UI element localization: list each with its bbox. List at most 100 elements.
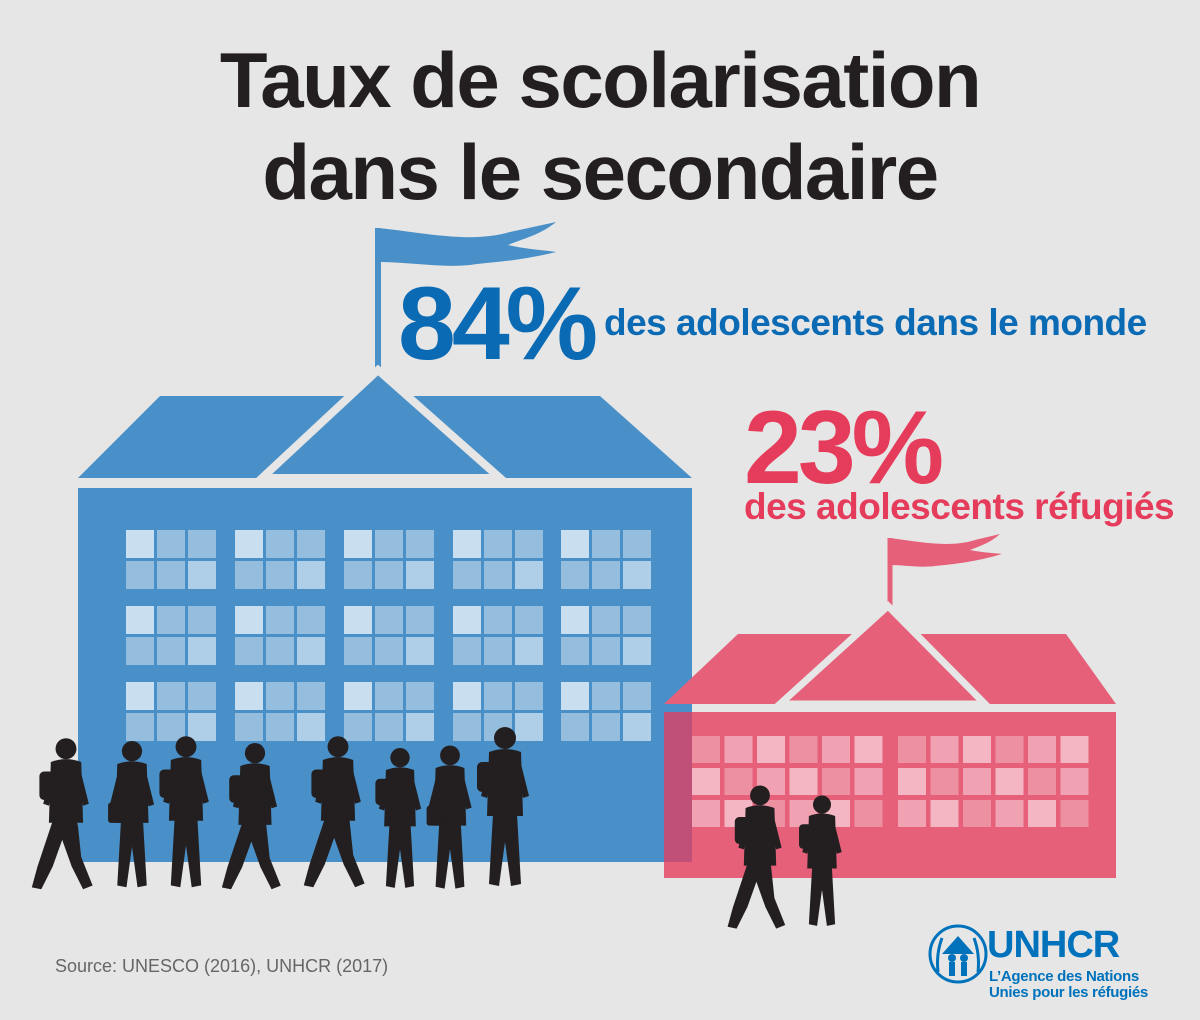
window-pane xyxy=(453,637,481,665)
window-pane xyxy=(724,768,753,795)
student-silhouette-icon xyxy=(477,727,529,886)
window-pane xyxy=(623,606,651,634)
window-pane xyxy=(515,530,543,558)
window-pane xyxy=(515,682,543,710)
window-pane xyxy=(375,561,403,589)
window-pane xyxy=(995,800,1024,827)
window-pane xyxy=(484,606,512,634)
window-pane xyxy=(1028,736,1056,763)
window-pane xyxy=(297,637,325,665)
window-pane xyxy=(344,637,372,665)
window-pane xyxy=(930,736,959,763)
refugee-percentage: 23% xyxy=(744,390,944,506)
window-pane xyxy=(406,530,434,558)
source-note: Source: UNESCO (2016), UNHCR (2017) xyxy=(55,956,389,976)
window-pane xyxy=(484,530,512,558)
window-pane xyxy=(963,736,991,763)
window-pane xyxy=(995,736,1024,763)
window-pane xyxy=(692,768,720,795)
window-pane xyxy=(297,530,325,558)
window-pane xyxy=(297,713,325,741)
window-pane xyxy=(453,561,481,589)
window-pane xyxy=(235,713,263,741)
window-pane xyxy=(930,800,959,827)
window-pane xyxy=(344,530,372,558)
window-pane xyxy=(854,768,883,795)
window-pane xyxy=(297,606,325,634)
window-pane xyxy=(453,606,481,634)
refugee-flag-icon xyxy=(890,534,1002,567)
window-pane xyxy=(157,530,185,558)
window-pane xyxy=(406,561,434,589)
window-pane xyxy=(406,682,434,710)
window-pane xyxy=(235,530,263,558)
window-pane xyxy=(375,637,403,665)
window-pane xyxy=(188,713,216,741)
window-pane xyxy=(344,606,372,634)
window-pane xyxy=(188,561,216,589)
window-pane xyxy=(126,606,154,634)
window-pane xyxy=(822,768,850,795)
window-pane xyxy=(484,561,512,589)
window-pane xyxy=(623,713,651,741)
unhcr-logo: UNHCR L’Agence des Nations Unies pour le… xyxy=(925,922,1165,1002)
window-pane xyxy=(235,682,263,710)
logo-tagline-1: L’Agence des Nations xyxy=(989,968,1139,985)
page-title: Taux de scolarisation dans le secondaire xyxy=(0,34,1200,218)
student-silhouette-icon xyxy=(426,745,472,889)
window-pane xyxy=(757,736,785,763)
student-silhouette-icon xyxy=(799,795,842,926)
window-pane xyxy=(515,606,543,634)
window-pane xyxy=(266,606,294,634)
student-silhouette-icon xyxy=(375,748,422,888)
window-pane xyxy=(188,530,216,558)
world-percentage: 84% xyxy=(398,266,598,382)
window-pane xyxy=(1028,768,1056,795)
window-pane xyxy=(126,530,154,558)
window-pane xyxy=(592,637,620,665)
window-pane xyxy=(1060,800,1089,827)
logo-name: UNHCR xyxy=(987,924,1120,966)
window-pane xyxy=(623,530,651,558)
window-pane xyxy=(592,561,620,589)
world-school-icon xyxy=(78,222,692,862)
window-pane xyxy=(515,637,543,665)
window-pane xyxy=(623,682,651,710)
title-line-1: Taux de scolarisation xyxy=(219,36,982,124)
window-pane xyxy=(266,561,294,589)
window-pane xyxy=(266,713,294,741)
student-silhouette-icon xyxy=(303,736,365,888)
student-silhouette-icon xyxy=(108,741,155,888)
window-pane xyxy=(126,682,154,710)
window-pane xyxy=(453,713,481,741)
window-pane xyxy=(266,682,294,710)
window-pane xyxy=(592,530,620,558)
unhcr-emblem-icon xyxy=(928,924,988,984)
window-pane xyxy=(188,606,216,634)
window-pane xyxy=(297,682,325,710)
window-pane xyxy=(406,637,434,665)
window-pane xyxy=(822,736,850,763)
world-label: des adolescents dans le monde xyxy=(604,302,1147,343)
window-pane xyxy=(235,606,263,634)
student-silhouette-icon xyxy=(727,785,786,929)
window-pane xyxy=(561,713,589,741)
window-pane xyxy=(453,682,481,710)
window-pane xyxy=(406,606,434,634)
window-pane xyxy=(789,768,818,795)
window-pane xyxy=(126,713,154,741)
window-pane xyxy=(561,637,589,665)
window-pane xyxy=(1028,800,1056,827)
window-pane xyxy=(623,561,651,589)
logo-tagline-2: Unies pour les réfugiés xyxy=(989,984,1148,1001)
window-pane xyxy=(297,561,325,589)
window-pane xyxy=(157,606,185,634)
window-pane xyxy=(126,561,154,589)
window-pane xyxy=(453,530,481,558)
window-pane xyxy=(235,637,263,665)
window-pane xyxy=(561,530,589,558)
window-pane xyxy=(375,530,403,558)
window-pane xyxy=(157,637,185,665)
refugee-label: des adolescents réfugiés xyxy=(744,486,1175,527)
